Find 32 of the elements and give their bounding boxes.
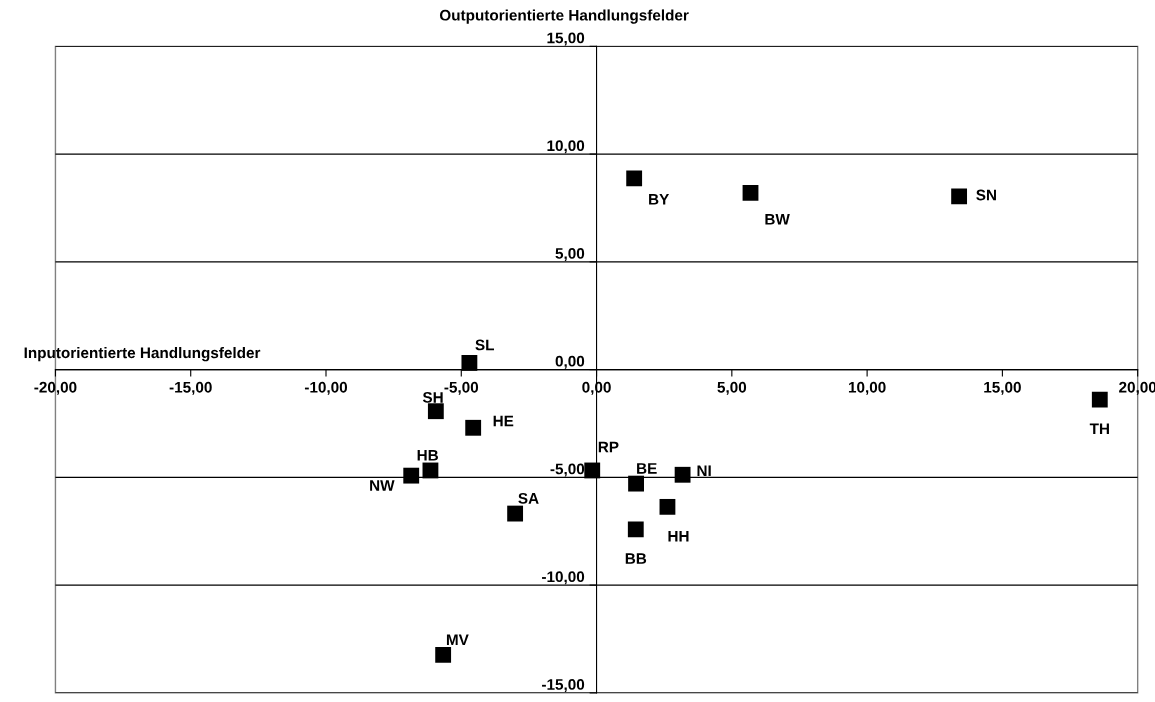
annotation: NI [697, 465, 711, 476]
x-axis-title: Inputorientierte Handlungsfelder [24, 346, 261, 362]
x-tick-label: -5,00 [444, 381, 479, 395]
y-tick-label: 0,00 [555, 355, 585, 369]
annotation: RP [598, 441, 619, 453]
y-tick-label: 5,00 [555, 248, 585, 262]
y-tick-label: 15,00 [547, 32, 585, 46]
annotation: SA [518, 492, 539, 504]
x-tick-label: 10,00 [848, 381, 886, 395]
y-axis-title: Outputorientierte Handlungsfelder [439, 9, 689, 24]
y-tick-label: -5,00 [550, 463, 585, 477]
x-tick-label: -20,00 [34, 381, 77, 395]
annotation: SN [976, 189, 996, 201]
annotation: BW [765, 214, 790, 225]
annotation: HE [493, 415, 514, 427]
annotation: HB [417, 450, 438, 461]
y-tick-label: 10,00 [547, 140, 585, 154]
y-tick-label: -10,00 [542, 571, 585, 585]
annotation: NW [370, 480, 395, 491]
annotation: SL [475, 339, 494, 351]
annotation: TH [1089, 423, 1109, 435]
annotation: BE [637, 463, 657, 474]
annotation: BY [649, 194, 670, 205]
x-tick-label: -10,00 [304, 381, 348, 395]
annotation: MV [446, 634, 469, 646]
annotation: HH [668, 530, 689, 542]
annotation: SH [422, 391, 443, 403]
annotation: BB [625, 553, 647, 564]
y-tick-label: -15,00 [542, 679, 585, 693]
x-tick-label: 5,00 [717, 381, 747, 395]
x-tick-label: 15,00 [984, 381, 1021, 395]
x-tick-label: -15,00 [169, 381, 212, 395]
